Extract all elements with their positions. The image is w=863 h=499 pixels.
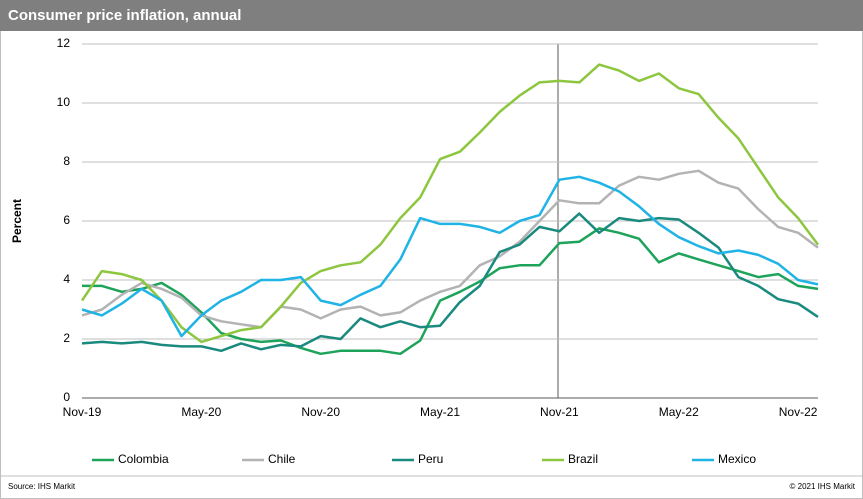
y-tick-label: 8	[63, 154, 70, 168]
legend-label: Brazil	[568, 452, 598, 466]
series-line	[81, 169, 819, 329]
header-bar	[0, 0, 863, 31]
chart-title: Consumer price inflation, annual	[8, 7, 241, 24]
x-tick-label: Nov-21	[540, 405, 579, 419]
y-tick-label: 12	[57, 36, 71, 50]
legend-label: Mexico	[718, 452, 756, 466]
x-tick-label: Nov-20	[301, 405, 340, 419]
y-tick-label: 2	[63, 331, 70, 345]
y-tick-label: 4	[63, 272, 70, 286]
y-tick-label: 10	[57, 95, 71, 109]
x-tick-label: Nov-19	[63, 405, 102, 419]
series-line	[81, 175, 819, 338]
legend-label: Chile	[268, 452, 296, 466]
y-axis-label: Percent	[10, 199, 24, 243]
series-line	[80, 63, 819, 344]
y-tick-label: 0	[63, 390, 70, 404]
x-tick-label: Nov-22	[779, 405, 818, 419]
legend-label: Colombia	[118, 452, 169, 466]
x-tick-label: May-21	[420, 405, 460, 419]
copyright: © 2021 IHS Markit	[790, 482, 856, 491]
source: Source: IHS Markit	[8, 482, 76, 491]
y-tick-label: 6	[63, 213, 70, 227]
x-tick-label: May-22	[659, 405, 699, 419]
legend-label: Peru	[418, 452, 443, 466]
series-line	[81, 212, 819, 353]
x-tick-label: May-20	[181, 405, 221, 419]
